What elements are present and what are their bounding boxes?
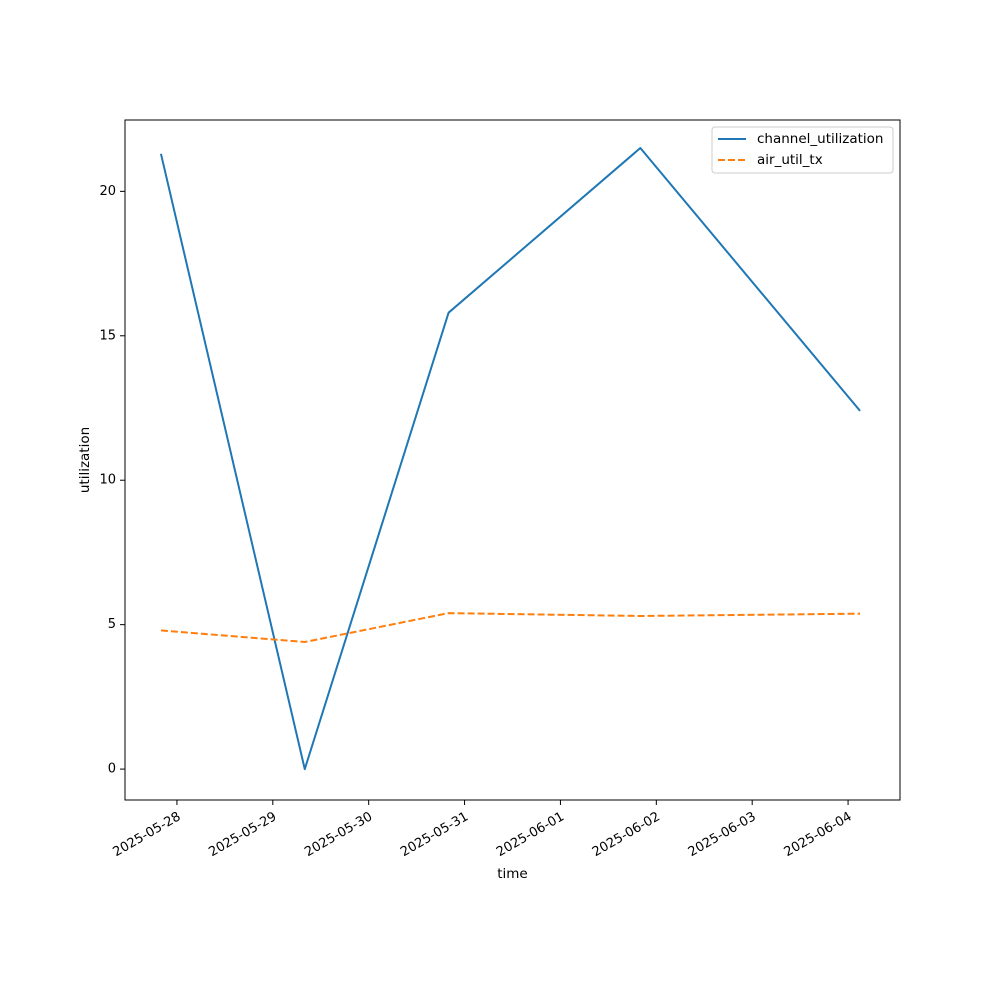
series-line-1 — [160, 612, 861, 643]
series-line-0 — [159, 147, 861, 771]
legend-frame — [711, 126, 894, 174]
series-layer — [159, 147, 861, 771]
y-axis-ticks: 0 5 10 15 20 — [99, 184, 125, 777]
y-tick-label: 10 — [99, 473, 116, 488]
legend: channel_utilization air_util_tx — [711, 126, 894, 174]
x-axis-label: time — [497, 866, 528, 882]
legend-label-0: channel_utilization — [757, 131, 884, 147]
y-tick-label: 20 — [99, 184, 116, 199]
y-tick-label: 15 — [99, 328, 116, 343]
legend-label-1: air_util_tx — [757, 152, 823, 168]
y-tick-label: 5 — [108, 617, 116, 632]
plot-frame — [124, 119, 901, 801]
y-tick-label: 0 — [108, 762, 116, 777]
y-axis-label: utilization — [77, 427, 93, 493]
